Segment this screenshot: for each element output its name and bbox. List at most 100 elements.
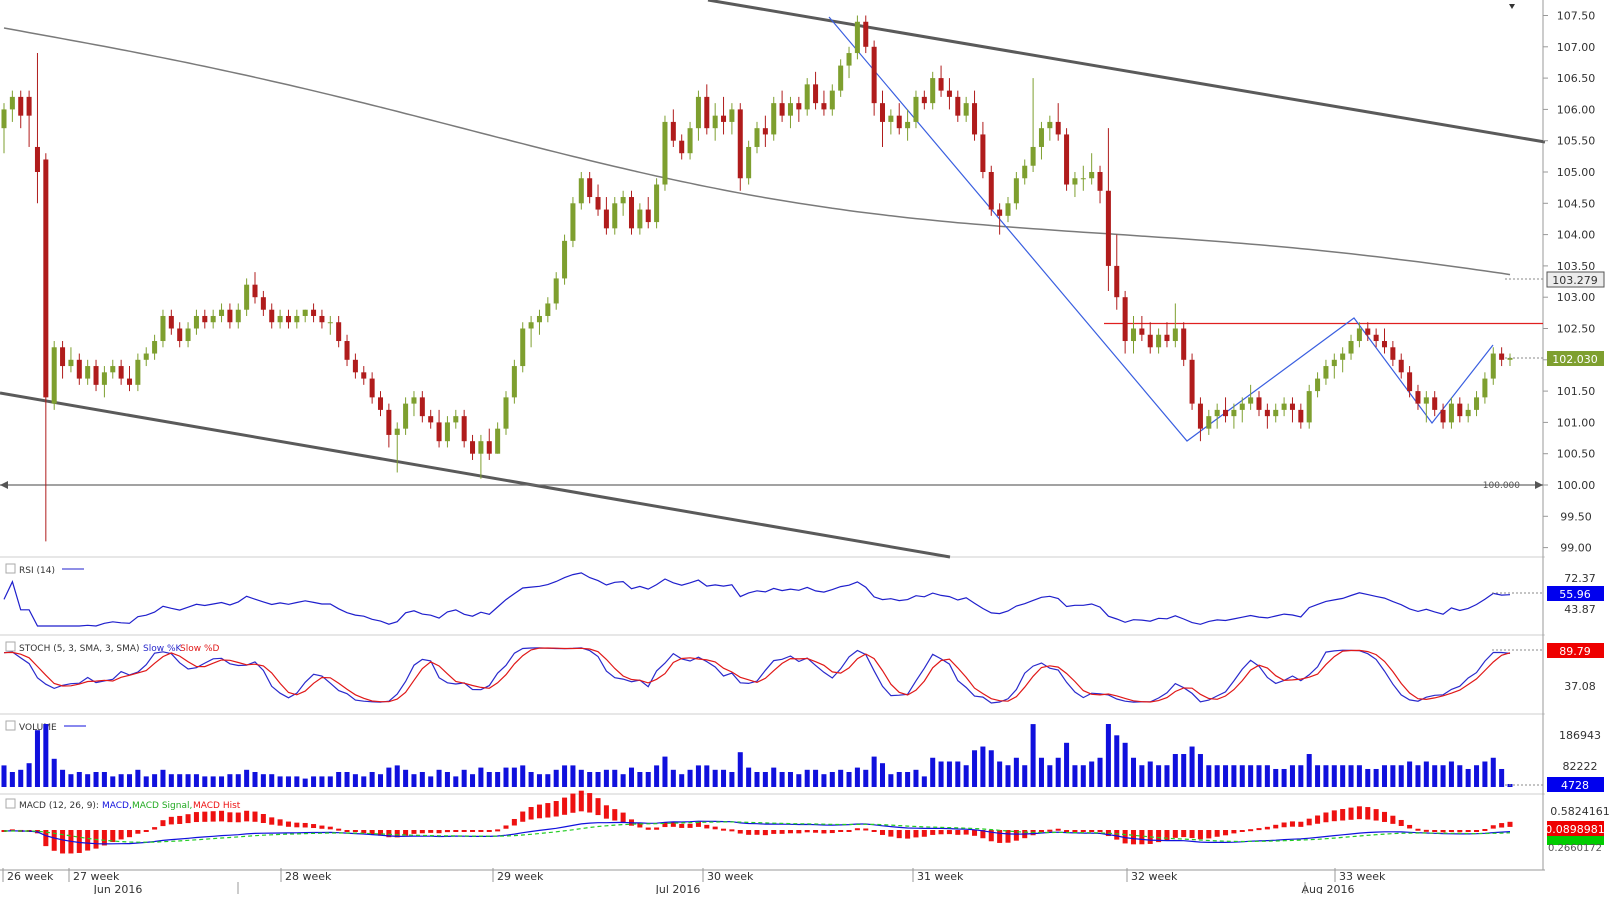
rsi-label: RSI (14)	[19, 566, 55, 576]
candle-body	[361, 372, 367, 379]
candle-body	[244, 284, 250, 310]
candle-body	[135, 359, 141, 385]
macd-label: MACD (12, 26, 9):	[19, 801, 99, 811]
volume-checkbox[interactable]	[5, 720, 16, 731]
rsi-tick-high: 72.37	[1564, 572, 1596, 585]
volume-bar	[327, 776, 333, 787]
macd-tick: 0.5824161	[1550, 805, 1610, 818]
volume-bar	[754, 772, 760, 787]
candle-body	[110, 366, 116, 373]
volume-bar	[1013, 757, 1019, 787]
macd-hist-bar	[352, 830, 358, 833]
candle-body	[712, 115, 718, 129]
week-label: 26 week	[7, 870, 54, 883]
volume-bar	[361, 776, 367, 787]
candle-body	[1465, 409, 1471, 417]
macd-hist-bar	[361, 830, 367, 834]
rsi-checkbox[interactable]	[5, 563, 16, 574]
candle-body	[1105, 190, 1111, 266]
macd-hist-bar	[503, 825, 509, 829]
candle-body	[637, 209, 643, 229]
macd-hist-bar	[319, 825, 325, 829]
macd-hist-bar	[679, 823, 685, 828]
volume-bar	[1289, 765, 1295, 787]
candle-body	[1064, 134, 1070, 185]
scroll-down-icon[interactable]	[1509, 4, 1515, 9]
candle-body	[1156, 334, 1162, 348]
volume-bar	[252, 772, 258, 787]
candle-body	[813, 84, 819, 104]
macd-hist-bar	[988, 830, 994, 842]
candle-body	[520, 328, 526, 367]
candle-body	[838, 65, 844, 91]
volume-bar	[1423, 761, 1429, 787]
macd-hist-bar	[1197, 830, 1203, 840]
volume-bar	[553, 769, 559, 787]
volume-bar	[352, 774, 358, 787]
candle-body	[821, 103, 827, 110]
candle-body	[762, 128, 768, 135]
macd-hist-bar	[1273, 824, 1279, 829]
volume-bar	[545, 774, 551, 787]
volume-bar	[662, 756, 668, 787]
volume-bar	[1164, 765, 1170, 787]
candle-body	[193, 315, 199, 329]
volume-bar	[963, 765, 969, 787]
stoch-value-badge	[1547, 643, 1604, 658]
candle-body	[1306, 391, 1312, 423]
macd-hist-bar	[695, 821, 701, 827]
candle-body	[327, 322, 333, 324]
volume-bar	[377, 774, 384, 787]
macd-hist-bar	[285, 821, 291, 827]
volume-bar	[1097, 757, 1103, 787]
volume-bar	[1281, 768, 1287, 787]
volume-bar	[528, 772, 534, 787]
volume-bar	[1214, 765, 1220, 787]
macd-hist-bar	[687, 823, 693, 828]
macd-hist-bar	[712, 826, 718, 830]
candle-body	[1457, 403, 1463, 417]
macd-hist-bar	[955, 830, 961, 835]
macd-hist-bar	[1089, 830, 1095, 832]
macd-hist-bar	[1130, 830, 1137, 845]
candle-body	[796, 103, 802, 110]
volume-bar	[670, 769, 676, 787]
candle-body	[202, 315, 208, 323]
volume-bar	[1499, 768, 1505, 787]
macd-hist-bar	[913, 830, 919, 838]
candle-body	[419, 397, 425, 417]
candle-body	[503, 397, 509, 429]
last-price-badge	[1547, 351, 1604, 366]
volume-bar	[1273, 768, 1279, 787]
volume-bar	[1030, 724, 1036, 787]
macd-hist-bar	[1457, 830, 1463, 833]
macd-hist-bar	[645, 827, 651, 830]
macd-signal-label: MACD Signal,	[132, 801, 192, 811]
macd-hist-bar	[704, 824, 710, 829]
candle-body	[428, 416, 434, 423]
volume-bar	[386, 767, 392, 787]
candle-body	[1055, 121, 1061, 135]
candle-body	[1172, 328, 1178, 342]
macd-hist-bar	[202, 811, 208, 822]
volume-bar	[854, 767, 860, 787]
candle-body	[1223, 409, 1229, 417]
macd-checkbox[interactable]	[5, 798, 16, 809]
candle-body	[721, 115, 727, 122]
price-tick-label: 101.00	[1557, 416, 1596, 429]
candle-body	[1189, 359, 1195, 404]
candle-body	[285, 315, 291, 323]
volume-bar	[1365, 768, 1371, 787]
macd-hist-bar	[43, 830, 49, 847]
candle-body	[553, 278, 559, 304]
macd-hist-bar	[612, 809, 618, 821]
volume-bar	[829, 772, 835, 787]
candle-body	[444, 422, 450, 442]
stoch-checkbox[interactable]	[5, 641, 16, 652]
candle-body	[1, 109, 7, 129]
candlestick-series	[1, 15, 1513, 542]
candle-body	[26, 96, 32, 116]
volume-bar	[695, 765, 701, 787]
